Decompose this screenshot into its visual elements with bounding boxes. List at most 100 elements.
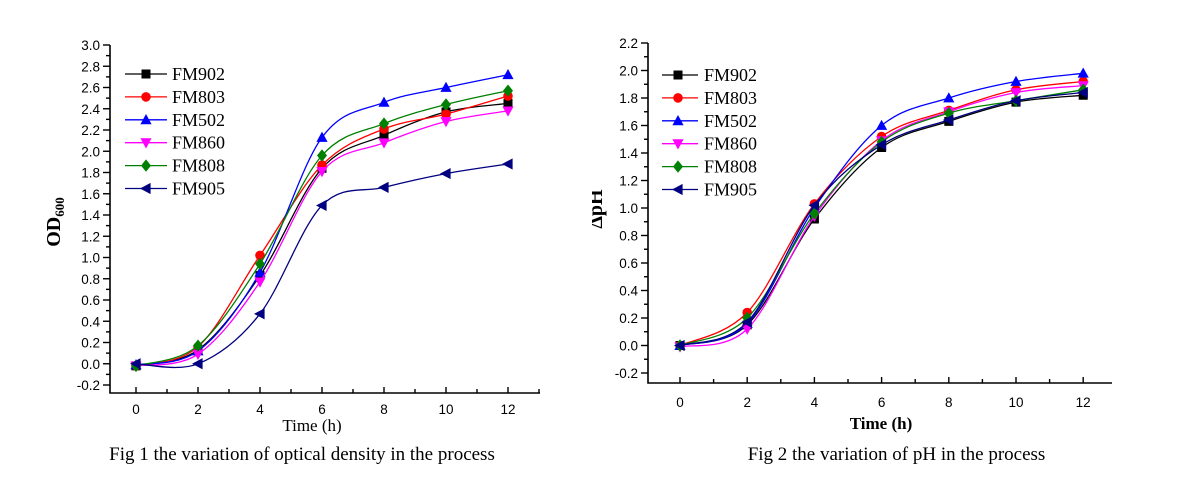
data-point-FM502 (254, 266, 266, 277)
data-point-FM905 (192, 358, 203, 370)
data-point-FM905 (808, 199, 819, 211)
axis-frame (647, 43, 1112, 384)
legend-marker-FM902 (673, 70, 683, 80)
data-point-FM502 (502, 68, 514, 80)
y-tick-label: 1.0 (619, 201, 638, 216)
data-point-FM808 (441, 98, 451, 111)
y-tick-label: 0.2 (619, 311, 638, 326)
legend: FM902 FM803 FM502 FM860 FM808 FM905 (662, 65, 757, 200)
legend-entry-FM803: FM803 (125, 87, 225, 107)
y-tick-label: 2.4 (81, 102, 100, 117)
y-tick-label: 1.6 (81, 187, 100, 202)
series-markers-FM905 (674, 86, 1088, 352)
data-point-FM905 (1077, 86, 1088, 99)
x-tick-label: 10 (1008, 395, 1023, 410)
legend-entry-FM905: FM905 (662, 180, 757, 200)
data-point-FM905 (378, 181, 389, 193)
x-tick-label: 8 (380, 402, 388, 417)
data-point-FM803 (441, 109, 451, 119)
legend-label-FM808: FM808 (172, 156, 225, 176)
x-axis-title: Time (h) (850, 414, 913, 433)
legend-entry-FM502: FM502 (125, 110, 225, 130)
data-point-FM808 (809, 207, 820, 220)
y-tick-label: 2.0 (619, 64, 638, 79)
y-tick-label: 1.0 (81, 251, 100, 266)
data-point-FM808 (379, 117, 389, 130)
legend-label-FM808: FM808 (704, 157, 757, 177)
legend-marker-FM502 (140, 114, 152, 125)
y-axis-title: ΔpH (592, 189, 607, 229)
data-point-FM905 (130, 358, 141, 370)
data-point-FM808 (193, 339, 203, 352)
data-point-FM905 (741, 316, 752, 328)
legend-label-FM502: FM502 (704, 111, 757, 131)
y-tick-label: 2.0 (81, 144, 100, 159)
legend-entry-FM902: FM902 (662, 65, 757, 85)
y-tick-label: 1.8 (619, 91, 638, 106)
y-tick-label: 1.6 (619, 119, 638, 134)
ph-line-chart: 2.2 2.0 1.8 1.6 1.4 1.2 1.0 0.8 0.6 0.4 0.2 0.0 -0.2… (592, 36, 1112, 433)
series-markers-FM905 (130, 158, 513, 370)
x-tick-label: 0 (132, 402, 140, 417)
y-tick-label: -0.2 (77, 378, 100, 393)
data-point-FM808 (317, 149, 327, 162)
data-point-FM502 (378, 96, 390, 107)
data-point-FM860 (192, 349, 204, 360)
data-point-FM860 (502, 106, 514, 117)
data-point-FM905 (942, 114, 954, 126)
legend-label-FM803: FM803 (172, 87, 225, 107)
data-point-FM860 (316, 167, 328, 178)
data-point-FM502 (943, 92, 955, 103)
legend: FM902 FM803 FM502 FM860 FM808 FM905 (125, 64, 225, 199)
legend-label-FM905: FM905 (704, 180, 757, 200)
legend-marker-FM502 (672, 115, 684, 126)
y-tick-label: 0.2 (81, 336, 100, 351)
series-markers-FM808 (131, 84, 513, 373)
figure-1-caption: Fig 1 the variation of optical density i… (109, 444, 495, 465)
legend-marker-FM803 (141, 92, 151, 102)
data-point-FM905 (875, 139, 887, 151)
x-axis-ticks: 0 2 4 6 8 10 12 (132, 387, 540, 417)
legend-marker-FM905 (140, 182, 151, 195)
y-tick-label: 1.2 (619, 174, 638, 189)
y-tick-label: 0.0 (81, 357, 100, 372)
y-tick-label: 2.2 (81, 123, 100, 138)
legend-label-FM860: FM860 (704, 134, 757, 154)
legend-entry-FM808: FM808 (662, 157, 757, 177)
data-point-FM860 (254, 277, 266, 288)
legend-marker-FM808 (141, 159, 151, 172)
legend-label-FM803: FM803 (704, 88, 757, 108)
y-tick-label: 0.8 (619, 229, 638, 244)
legend-label-FM905: FM905 (172, 179, 225, 199)
data-point-FM803 (255, 250, 265, 261)
data-point-FM902 (503, 98, 513, 108)
data-point-FM860 (378, 138, 390, 149)
data-point-FM905 (674, 339, 685, 352)
axis-frame (109, 45, 540, 394)
y-tick-label: 1.4 (619, 146, 638, 161)
legend-entry-FM502: FM502 (662, 111, 757, 131)
data-point-FM860 (1010, 88, 1022, 99)
od600-line-chart: 3.0 2.8 2.6 2.4 2.2 2.0 1.8 1.6 1.4 1.2 1.0 0.8 0.6 0… (43, 38, 540, 435)
x-tick-label: 2 (743, 395, 751, 410)
legend-marker-FM860 (672, 139, 684, 150)
data-point-FM502 (1010, 75, 1022, 86)
figure-1: 3.0 2.8 2.6 2.4 2.2 2.0 1.8 1.6 1.4 1.2 1.0 0.8 0.6 0… (0, 0, 592, 496)
y-tick-label: 2.8 (81, 59, 100, 74)
data-point-FM902 (379, 130, 389, 140)
legend-label-FM902: FM902 (704, 65, 757, 85)
y-axis-ticks: 3.0 2.8 2.6 2.4 2.2 2.0 1.8 1.6 1.4 1.2 1.0 0.8 0.6 0… (77, 38, 110, 393)
x-tick-label: 12 (500, 402, 515, 417)
legend-marker-FM905 (672, 183, 683, 196)
data-point-FM808 (255, 257, 265, 271)
legend-marker-FM803 (673, 93, 683, 103)
data-point-FM502 (440, 81, 452, 92)
legend-entry-FM902: FM902 (125, 64, 225, 84)
legend-marker-FM902 (141, 69, 151, 79)
y-tick-label: 0.6 (619, 256, 638, 271)
x-tick-label: 4 (256, 402, 264, 417)
y-tick-label: 0.0 (619, 339, 638, 354)
x-tick-label: 4 (811, 395, 819, 410)
legend-label-FM860: FM860 (172, 133, 225, 153)
